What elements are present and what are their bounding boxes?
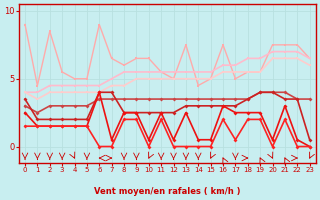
X-axis label: Vent moyen/en rafales ( km/h ): Vent moyen/en rafales ( km/h ) xyxy=(94,187,241,196)
